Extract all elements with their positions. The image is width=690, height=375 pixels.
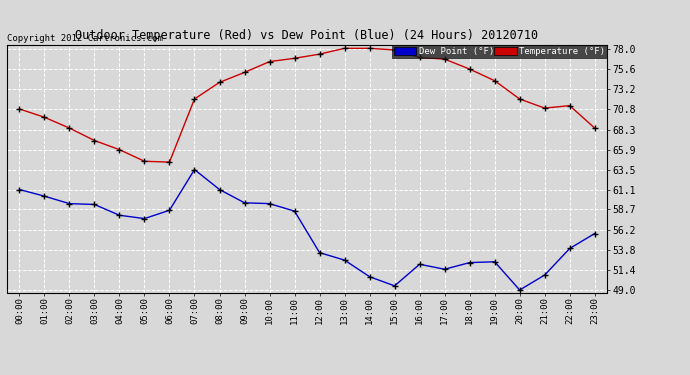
Text: Copyright 2012 Cartronics.com: Copyright 2012 Cartronics.com [7,33,163,42]
Title: Outdoor Temperature (Red) vs Dew Point (Blue) (24 Hours) 20120710: Outdoor Temperature (Red) vs Dew Point (… [75,30,539,42]
Legend: Dew Point (°F), Temperature (°F): Dew Point (°F), Temperature (°F) [392,45,607,58]
